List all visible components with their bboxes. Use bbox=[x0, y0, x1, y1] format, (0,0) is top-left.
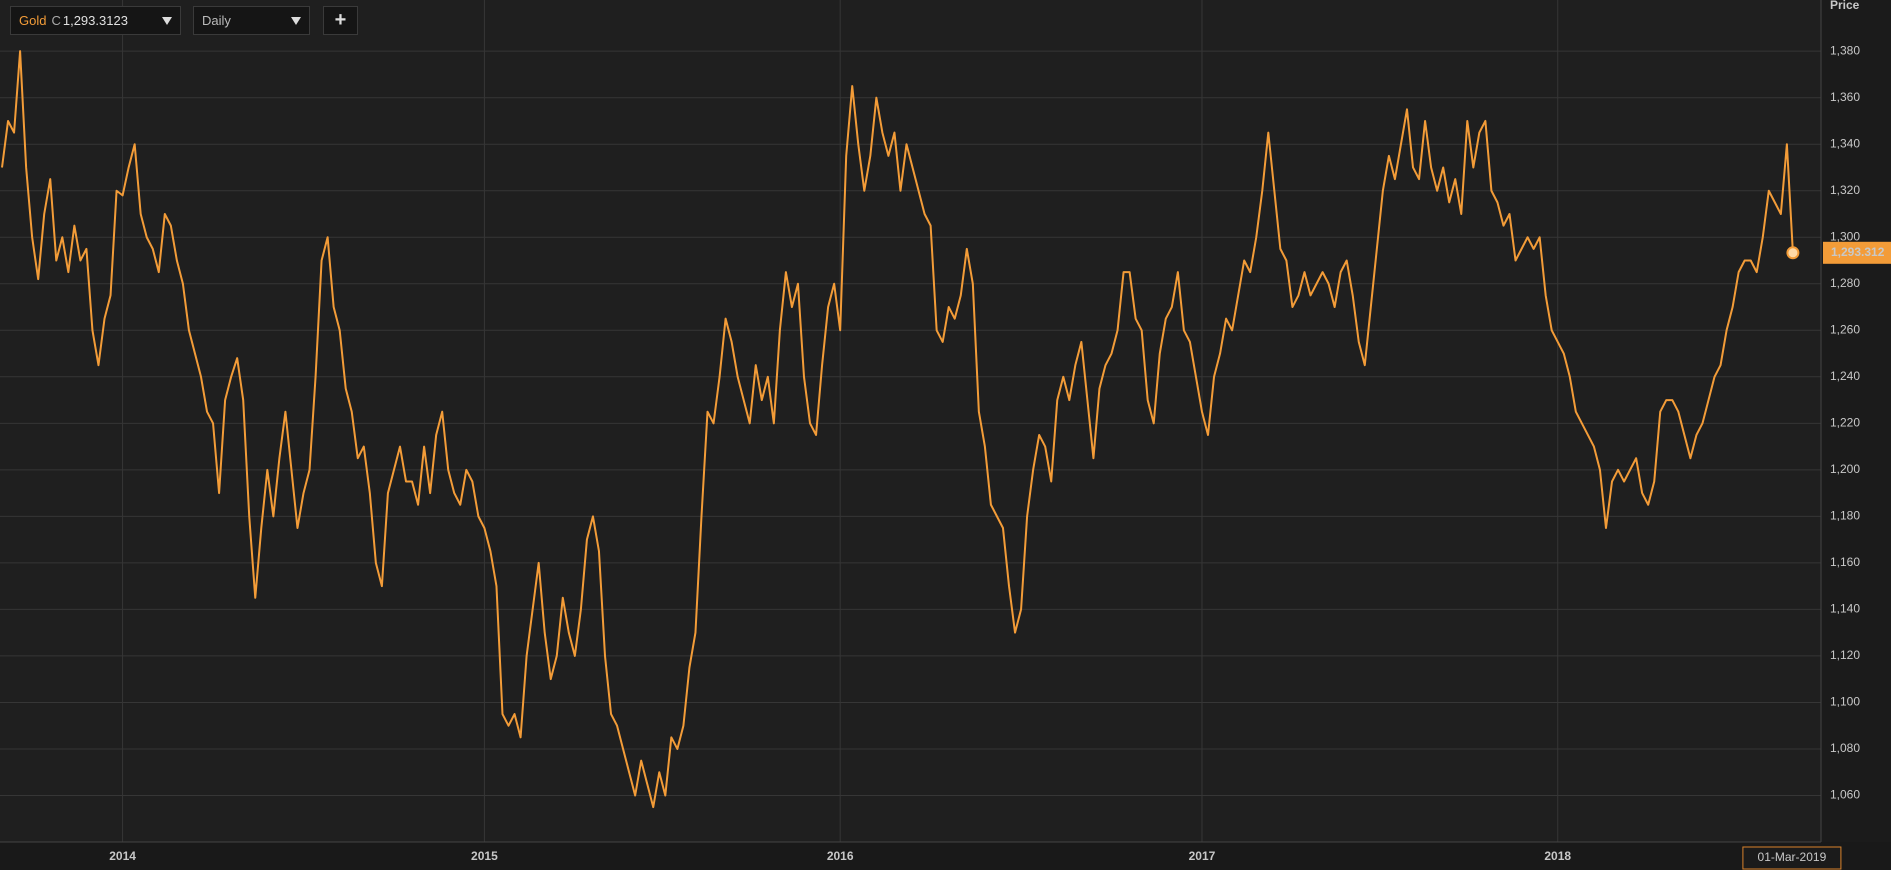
y-tick-label: 1,200 bbox=[1830, 462, 1860, 476]
y-tick-label: 1,360 bbox=[1830, 90, 1860, 104]
price-line bbox=[1, 50, 1794, 809]
crosshair-date-box bbox=[1742, 846, 1842, 870]
interval-label: Daily bbox=[202, 13, 231, 28]
y-tick-label: 1,320 bbox=[1830, 183, 1860, 197]
y-tick-label: 1,340 bbox=[1830, 136, 1860, 150]
y-tick-label: 1,080 bbox=[1830, 741, 1860, 755]
y-tick-label: 1,120 bbox=[1830, 648, 1860, 662]
y-tick-label: 1,240 bbox=[1830, 369, 1860, 383]
y-tick-label: 1,280 bbox=[1830, 276, 1860, 290]
y-tick-label: 1,260 bbox=[1830, 322, 1860, 336]
dropdown-arrow bbox=[162, 16, 172, 25]
y-tick-label: 1,140 bbox=[1830, 602, 1860, 616]
plot-background bbox=[0, 0, 1821, 842]
price-field: C bbox=[51, 13, 61, 28]
y-tick-label: 1,060 bbox=[1830, 788, 1860, 802]
dropdown-arrow bbox=[291, 16, 301, 25]
y-axis-band bbox=[1821, 0, 1891, 842]
instrument-value: 1,293.3123 bbox=[62, 13, 128, 28]
x-axis-band bbox=[0, 842, 1891, 870]
add-button[interactable]: + bbox=[323, 6, 358, 35]
interval-selector[interactable]: Daily bbox=[193, 6, 310, 35]
y-tick-label: 1,300 bbox=[1830, 229, 1860, 243]
y-tick-label: 1,380 bbox=[1830, 43, 1860, 57]
x-tick-label: 2017 bbox=[1189, 849, 1216, 863]
y-axis-title: Price bbox=[1830, 0, 1860, 12]
x-tick-label: 2018 bbox=[1544, 849, 1571, 863]
add-label: + bbox=[334, 9, 347, 31]
instrument-name: Gold bbox=[19, 13, 47, 28]
y-tick-label: 1,160 bbox=[1830, 555, 1860, 569]
crosshair-date-label: 01-Mar-2019 bbox=[1758, 850, 1827, 864]
y-tick-label: 1,220 bbox=[1830, 415, 1860, 429]
x-tick-label: 2016 bbox=[827, 849, 854, 863]
x-tick-label: 2014 bbox=[109, 849, 136, 863]
last-price-box bbox=[1823, 241, 1891, 264]
y-tick-label: 1,180 bbox=[1830, 509, 1860, 523]
instrument-selector[interactable]: Gold C 1,293.3123 bbox=[10, 6, 181, 35]
x-tick-label: 2015 bbox=[471, 849, 498, 863]
last-price-label: 1,293.312 bbox=[1831, 245, 1885, 259]
y-tick-label: 1,100 bbox=[1830, 695, 1860, 709]
last-price-marker bbox=[1786, 246, 1800, 260]
